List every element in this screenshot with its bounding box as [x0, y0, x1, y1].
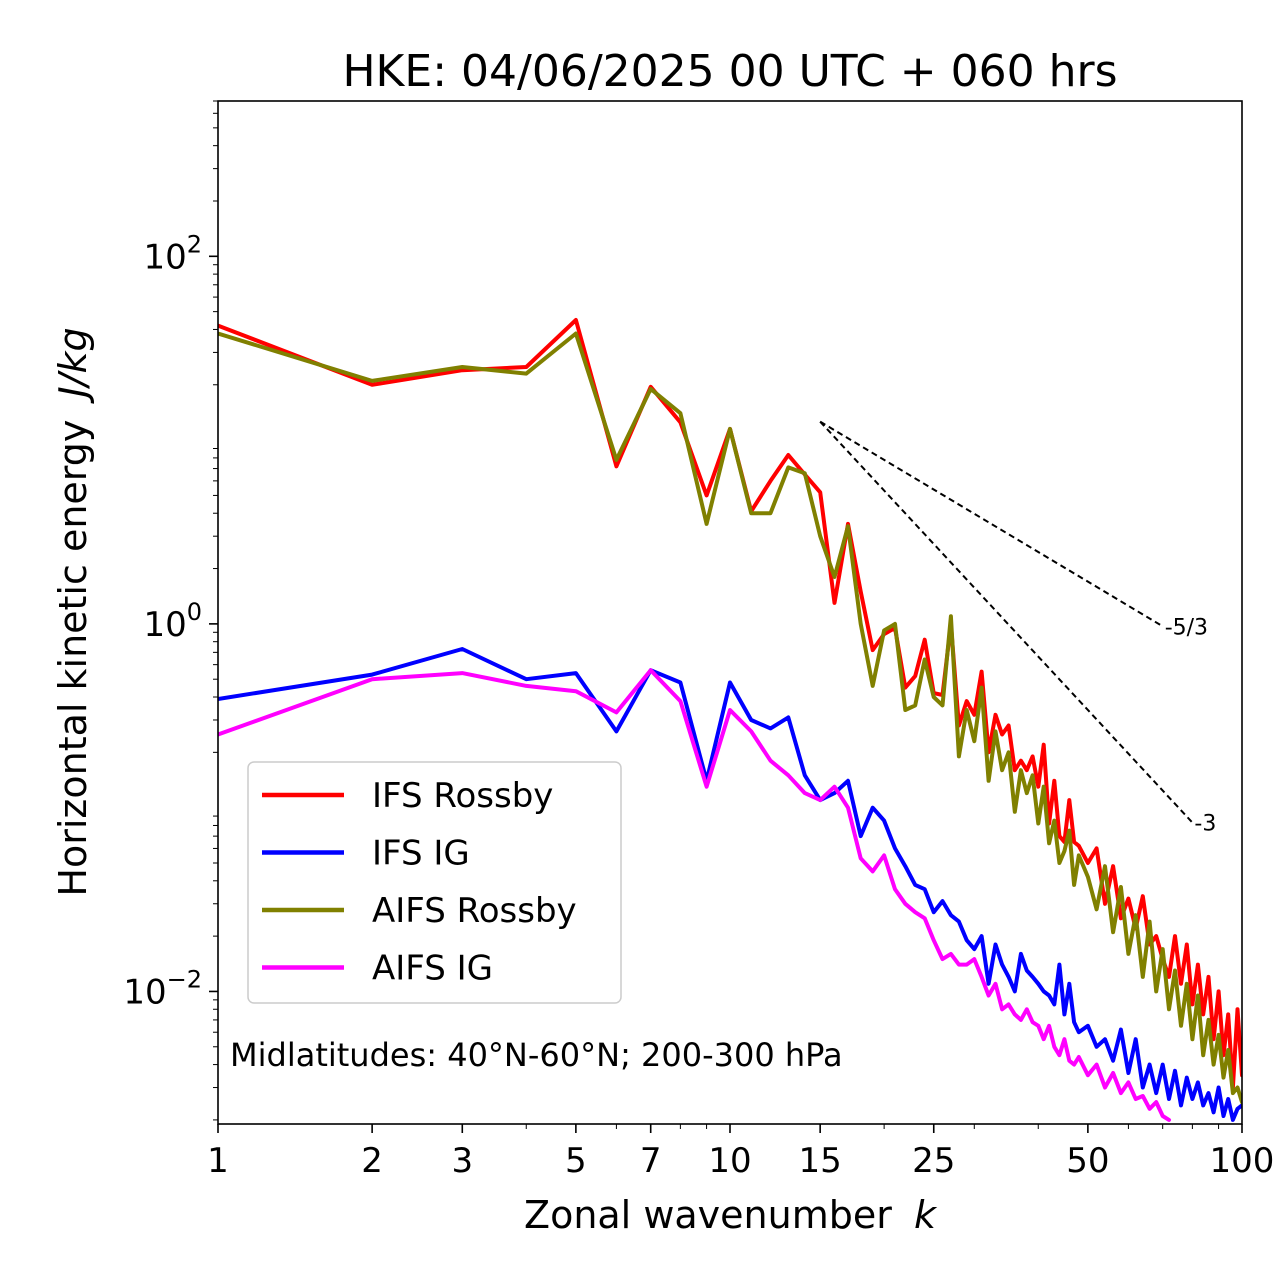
reference-slope-label: -5/3 [1165, 615, 1208, 640]
series-lines [218, 318, 1242, 1122]
x-tick-label: 50 [1066, 1141, 1109, 1181]
reference-lines [819, 420, 1194, 824]
y-tick-label-base: 10 [143, 605, 186, 645]
y-tick-label: 100 [143, 598, 202, 645]
x-minor-ticks [525, 1124, 1220, 1129]
x-axis-label-text: Zonal wavenumber [524, 1193, 892, 1237]
x-tick-label: 15 [799, 1141, 842, 1181]
x-tick-label: 5 [565, 1141, 587, 1181]
x-tick-label: 3 [451, 1141, 473, 1181]
reference-slope-line [819, 420, 1194, 824]
legend: IFS Rossby IFS IG AIFS Rossby AIFS IG [247, 761, 622, 1004]
y-axis-label-unit: J/kg [51, 327, 95, 404]
x-major-ticks: 1 2 3 5 7 10 15 25 50 100 [207, 1124, 1274, 1181]
x-axis-label: Zonal wavenumber k [524, 1193, 938, 1237]
plot-frame [217, 100, 1243, 1125]
legend-label: AIFS Rossby [372, 891, 577, 931]
reference-slope-line [819, 420, 1164, 628]
x-tick-label: 7 [640, 1141, 662, 1181]
y-tick-label: 10−2 [123, 965, 202, 1012]
legend-label: IFS IG [372, 834, 470, 874]
x-axis-label-variable: k [914, 1193, 938, 1237]
x-tick-label: 1 [207, 1141, 229, 1181]
region-annotation: Midlatitudes: 40°N-60°N; 200-300 hPa [230, 1036, 843, 1074]
series-line [218, 647, 1242, 1122]
y-tick-label-exponent: 0 [187, 598, 202, 626]
y-axis-label: Horizontal kinetic energy J/kg [51, 327, 95, 896]
y-tick-label-exponent: 2 [187, 230, 202, 258]
legend-label: IFS Rossby [372, 776, 553, 816]
chart-title: HKE: 04/06/2025 00 UTC + 060 hrs [342, 46, 1117, 97]
reference-slope-label: -3 [1194, 812, 1216, 837]
series-line [218, 318, 1242, 1090]
reference-line-labels: -5/3 -3 [1165, 615, 1217, 836]
y-tick-label-base: 10 [123, 972, 166, 1012]
y-minor-ticks [213, 100, 218, 1121]
x-tick-label: 10 [708, 1141, 751, 1181]
y-tick-label: 102 [143, 230, 202, 277]
x-tick-label: 100 [1210, 1141, 1275, 1181]
y-axis-label-text: Horizontal kinetic energy [51, 420, 95, 897]
series-line [218, 668, 1171, 1122]
legend-label: AIFS IG [372, 949, 493, 989]
legend-box [247, 761, 622, 1004]
y-tick-label-exponent: −2 [167, 965, 202, 993]
x-tick-label: 25 [912, 1141, 955, 1181]
series-line [218, 331, 1242, 1105]
x-tick-label: 2 [361, 1141, 383, 1181]
y-tick-label-base: 10 [143, 237, 186, 277]
